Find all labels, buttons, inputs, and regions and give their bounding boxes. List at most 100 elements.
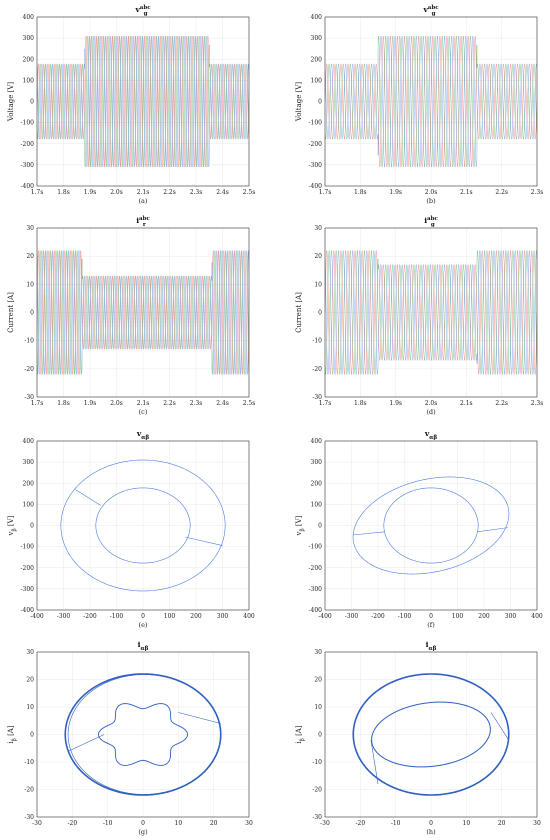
phase-a-line [37, 35, 249, 168]
y-tick-label: -10 [312, 759, 322, 766]
y-tick-label: 300 [23, 35, 35, 42]
y-tick-label: -10 [24, 338, 34, 345]
y-tick-label: 200 [23, 480, 35, 487]
y-tick-label: 200 [23, 56, 35, 63]
phase-c-line [37, 35, 249, 168]
x-tick-label: 1.7s [31, 189, 44, 196]
phase-b-line [37, 249, 249, 376]
x-tick-label: 2.1s [460, 189, 473, 196]
chart-b: 1.7s 1.8s 1.9s 2.0s 2.1s 2.2s 2.3s -400 -300 -200… [295, 5, 543, 205]
chart-title: vabc g [134, 5, 151, 17]
trajectory-ellipse [371, 701, 491, 768]
panel-caption: (d) [426, 408, 436, 416]
x-tick-label: -400 [30, 613, 44, 620]
chart-title: iαβ [138, 640, 149, 652]
x-tick-label: -100 [398, 613, 412, 620]
y-tick-label: -300 [21, 162, 35, 169]
x-tick-label: 400 [531, 613, 543, 620]
chart-c: 1.7s 1.8s 1.9s 2.0s 2.1s 2.2s 2.3s 2.4s 2.5s -30 -… [7, 216, 255, 416]
x-tick-label: 2.1s [137, 400, 150, 407]
phase-a-line [325, 250, 537, 375]
transition-segment [490, 712, 509, 741]
y-tick-label: 10 [314, 704, 322, 711]
x-tick-label: 1.9s [389, 189, 402, 196]
x-tick-label: 1.8s [57, 189, 70, 196]
x-tick-label: 2.0s [425, 189, 438, 196]
transition-segment [68, 734, 105, 752]
plot-area [37, 35, 249, 168]
x-tick-label: 300 [217, 613, 229, 620]
y-tick-label: 0 [318, 732, 322, 739]
x-tick-label: 2.1s [460, 400, 473, 407]
chart-e: -400 -300 -200 -100 0 100 200 300 400 -400 -300 -20… [7, 429, 255, 629]
x-tick-label: 0 [141, 820, 145, 827]
plot-area [352, 673, 510, 796]
y-tick-label: -400 [309, 607, 323, 614]
trajectory-ellipse [95, 487, 191, 564]
y-tick-label: 300 [311, 459, 323, 466]
y-tick-label: 20 [314, 253, 322, 260]
chart-title: iabc g [424, 216, 438, 228]
y-tick-label: 0 [318, 523, 322, 530]
x-tick-label: 1.8s [57, 400, 70, 407]
y-tick-label: 0 [30, 310, 34, 317]
x-tick-label: 2.3s [531, 400, 544, 407]
panel-caption: (h) [426, 828, 436, 836]
x-tick-label: 2.0s [110, 400, 123, 407]
panel-caption: (g) [138, 828, 148, 836]
chart-title: iαβ [426, 640, 437, 652]
x-tick-label: 10 [463, 820, 471, 827]
y-axis-label: Current [A] [7, 292, 15, 333]
y-tick-label: 200 [311, 480, 323, 487]
x-tick-label: 100 [164, 613, 176, 620]
y-tick-label: 20 [26, 677, 34, 684]
x-tick-label: -300 [57, 613, 71, 620]
y-tick-label: -200 [21, 141, 35, 148]
y-tick-label: 10 [26, 704, 34, 711]
chart-h: -30 -20 -10 0 10 20 30 -30 -20 -10 0 10 20 30 iβ [A] iα… [295, 640, 541, 836]
y-tick-label: -200 [309, 565, 323, 572]
y-tick-label: 10 [26, 281, 34, 288]
y-axis-label: Voltage [V] [295, 82, 303, 122]
phase-b-line [325, 250, 537, 375]
y-tick-label: 30 [26, 225, 34, 232]
y-tick-label: -30 [312, 814, 322, 821]
y-tick-label: 30 [26, 649, 34, 656]
x-tick-label: -30 [32, 820, 42, 827]
chart-a: 1.7s 1.8s 1.9s 2.0s 2.1s 2.2s 2.3s 2.4s 2.5s -400… [7, 5, 255, 205]
x-tick-label: 1.8s [354, 400, 367, 407]
panel-caption: (b) [426, 197, 436, 205]
y-tick-label: 0 [30, 99, 34, 106]
plot-area [60, 459, 226, 592]
plot-frame [36, 16, 250, 187]
y-tick-label: -400 [21, 183, 35, 190]
x-tick-label: -10 [391, 820, 401, 827]
trajectory-ellipse [352, 476, 510, 575]
y-tick-label: 400 [311, 14, 323, 21]
phase-c-line [37, 249, 249, 376]
phase-c-line [325, 250, 537, 375]
x-tick-label: -100 [110, 613, 124, 620]
x-tick-label: 1.9s [84, 400, 97, 407]
y-tick-label: 300 [23, 459, 35, 466]
plot-frame [36, 227, 250, 398]
panel-caption: (c) [139, 408, 148, 416]
plot-area [325, 35, 537, 168]
y-tick-label: 30 [314, 225, 322, 232]
y-tick-label: 100 [23, 501, 35, 508]
y-tick-label: 20 [26, 253, 34, 260]
x-tick-label: 1.7s [319, 400, 332, 407]
y-tick-label: 0 [30, 523, 34, 530]
plot-area [352, 476, 510, 575]
x-tick-label: 2.2s [495, 400, 508, 407]
y-tick-label: 100 [23, 77, 35, 84]
y-tick-label: 100 [311, 501, 323, 508]
x-tick-label: -20 [67, 820, 77, 827]
x-tick-label: 2.0s [425, 400, 438, 407]
trajectory-ellipse [352, 673, 510, 796]
plot-frame [324, 227, 538, 398]
y-tick-label: -100 [21, 120, 35, 127]
y-axis-label: Voltage [V] [7, 82, 15, 122]
y-axis-label: Current [A] [295, 292, 303, 333]
plot-frame [36, 651, 250, 818]
